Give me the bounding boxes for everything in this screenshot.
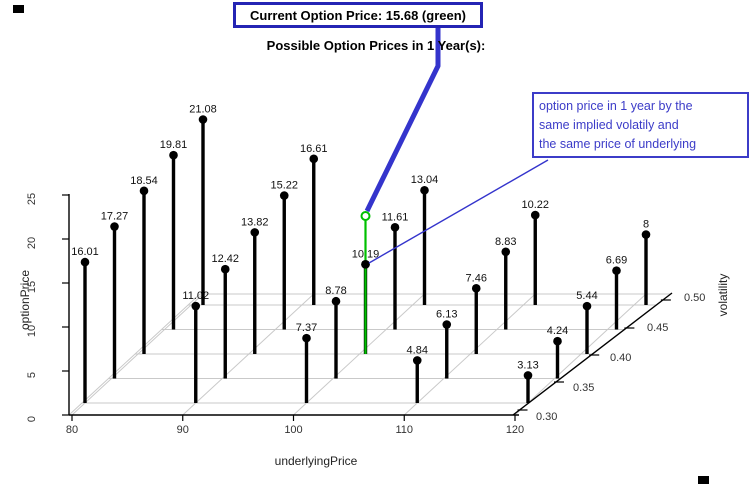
data-point-label: 7.37 bbox=[296, 322, 317, 334]
grid-line-underlying bbox=[182, 293, 315, 416]
data-point-label: 6.69 bbox=[606, 255, 627, 267]
data-point bbox=[501, 247, 511, 257]
data-point bbox=[279, 191, 289, 200]
tick-label-volatility: 0.45 bbox=[647, 322, 668, 334]
x-axis-label: underlyingPrice bbox=[274, 454, 358, 468]
grid-edge-left bbox=[68, 293, 201, 416]
annotation-line-2: same implied volatily and bbox=[539, 117, 679, 132]
tick-label-underlyingprice: 110 bbox=[395, 424, 413, 436]
data-point bbox=[191, 301, 201, 311]
data-point-label: 5.44 bbox=[576, 290, 597, 302]
tick-label-optionprice: 5 bbox=[26, 372, 38, 378]
data-point bbox=[302, 333, 311, 343]
data-point bbox=[420, 185, 429, 195]
annotation-line-3: the same price of underlying bbox=[539, 136, 697, 151]
tick-label-underlyingprice: 100 bbox=[284, 424, 302, 436]
z-axis-label: optionPrice bbox=[18, 269, 32, 331]
data-point-label: 10.22 bbox=[521, 199, 549, 211]
data-point bbox=[220, 264, 230, 274]
grid-line-underlying bbox=[293, 293, 425, 416]
tick-label-underlyingprice: 120 bbox=[506, 424, 524, 436]
current-price-callout-box: Current Option Price: 15.68 (green) bbox=[233, 2, 483, 28]
data-point bbox=[641, 230, 651, 239]
data-point bbox=[530, 210, 540, 220]
current-price-text: Current Option Price: 15.68 (green) bbox=[250, 7, 466, 23]
data-point-label: 8.78 bbox=[325, 285, 346, 297]
selection-handle-bottom-right[interactable] bbox=[698, 476, 709, 484]
grid-line-underlying bbox=[514, 293, 647, 416]
tick-label-volatility: 0.40 bbox=[610, 352, 631, 364]
data-point-label: 11.02 bbox=[182, 290, 209, 302]
data-point bbox=[582, 301, 592, 311]
data-point-label: 19.81 bbox=[160, 139, 188, 151]
annotation-line-1: option price in 1 year by the bbox=[539, 99, 693, 113]
data-point bbox=[412, 356, 422, 365]
data-point-label: 16.61 bbox=[300, 143, 328, 155]
data-point-label: 13.82 bbox=[241, 216, 269, 228]
tick-label-optionprice: 25 bbox=[26, 193, 38, 205]
data-point-label: 7.46 bbox=[466, 272, 487, 284]
data-point bbox=[612, 266, 621, 275]
data-point bbox=[169, 150, 178, 160]
tick-label-optionprice: 20 bbox=[26, 237, 38, 249]
data-point-label: 13.04 bbox=[411, 174, 439, 186]
tick-label-volatility: 0.35 bbox=[573, 382, 594, 394]
chart-title: Possible Option Prices in 1 Year(s): bbox=[266, 38, 486, 53]
data-point bbox=[553, 336, 562, 346]
data-point-label: 21.08 bbox=[189, 103, 217, 115]
tick-label-optionprice: 10 bbox=[26, 325, 38, 337]
data-point-label: 4.24 bbox=[547, 325, 568, 337]
data-point-label: 17.27 bbox=[101, 211, 129, 223]
data-point-label: 15.22 bbox=[270, 180, 298, 192]
data-point bbox=[110, 222, 119, 231]
data-point bbox=[523, 371, 533, 380]
grid-line-underlying bbox=[403, 293, 536, 416]
data-point bbox=[309, 154, 319, 164]
highlight-one-year-point bbox=[361, 260, 370, 269]
data-point bbox=[390, 223, 400, 232]
data-point bbox=[198, 115, 208, 124]
tick-label-volatility: 0.50 bbox=[684, 292, 705, 304]
data-point-label: 6.13 bbox=[436, 309, 457, 321]
tick-label-optionprice: 15 bbox=[26, 281, 38, 293]
data-point bbox=[331, 296, 341, 306]
data-point-label: 3.13 bbox=[517, 359, 538, 371]
data-point-label: 4.84 bbox=[407, 344, 428, 356]
data-point bbox=[139, 186, 149, 196]
annotation-pointer-line bbox=[368, 159, 549, 264]
data-point-label: 11.61 bbox=[382, 211, 409, 223]
data-point-label: 18.54 bbox=[130, 175, 158, 187]
callout-thick-line bbox=[364, 28, 441, 213]
y-axis-label: volatility bbox=[716, 273, 730, 317]
selection-handle-top-left[interactable] bbox=[13, 5, 24, 13]
data-point-label: 8 bbox=[643, 219, 649, 231]
data-point bbox=[80, 257, 90, 267]
tick-label-underlyingprice: 80 bbox=[66, 424, 78, 436]
annotation-box: option price in 1 year by the same impli… bbox=[532, 92, 749, 159]
data-point-label: 12.42 bbox=[211, 253, 239, 265]
data-point bbox=[250, 228, 260, 237]
green-open-circle bbox=[360, 211, 371, 222]
data-point-label: 8.83 bbox=[495, 236, 516, 248]
data-point bbox=[442, 320, 452, 329]
tick-label-optionprice: 0 bbox=[26, 416, 38, 422]
tick-label-volatility: 0.30 bbox=[536, 411, 557, 423]
axis-volatility bbox=[512, 292, 673, 416]
tick-label-underlyingprice: 90 bbox=[177, 424, 189, 436]
data-point bbox=[471, 284, 481, 293]
data-point-label: 16.01 bbox=[71, 246, 99, 258]
grid-line-underlying bbox=[71, 293, 204, 416]
